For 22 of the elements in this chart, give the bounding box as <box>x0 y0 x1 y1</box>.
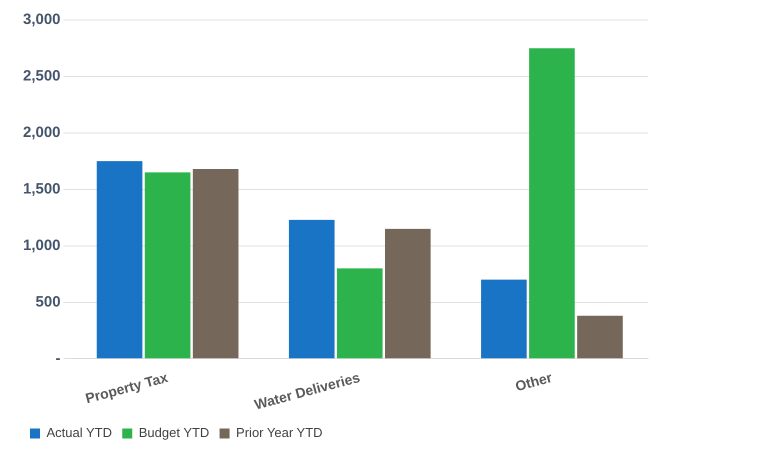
bar <box>384 228 431 358</box>
x-tick-label: Other <box>513 368 554 394</box>
y-tick-label: 2,000 <box>22 124 61 142</box>
bar <box>529 48 575 358</box>
bar <box>336 268 383 358</box>
legend-label: Budget YTD <box>138 425 210 440</box>
y-tick-label: 2,500 <box>22 68 61 85</box>
bar <box>192 169 238 358</box>
legend-label: Prior Year YTD <box>236 425 323 440</box>
y-tick-label: 3,000 <box>22 11 61 28</box>
y-tick-label: 1,500 <box>22 180 61 198</box>
y-tick-label: - <box>56 350 61 367</box>
x-tick-label: Water Deliveries <box>252 368 362 413</box>
x-tick-label: Property Tax <box>84 368 170 406</box>
bar <box>577 316 623 358</box>
bar <box>96 161 142 358</box>
bar <box>288 220 335 358</box>
y-tick-label: 1,000 <box>22 236 61 254</box>
bar <box>144 172 190 358</box>
y-tick-label: 500 <box>36 293 61 310</box>
legend-label: Actual YTD <box>46 425 112 440</box>
bar <box>481 280 527 358</box>
